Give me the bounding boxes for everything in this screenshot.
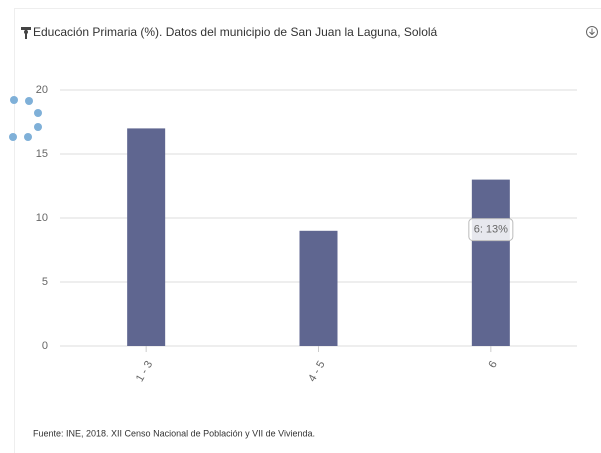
loading-spinner <box>9 96 42 141</box>
y-tick-label: 15 <box>36 148 48 160</box>
bar <box>127 128 166 346</box>
title-icon <box>21 27 31 39</box>
x-tick-label: 1 - 3 <box>134 359 155 384</box>
chart-title: Educación Primaria (%). Datos del munici… <box>33 25 438 39</box>
bar <box>471 179 510 346</box>
frame <box>14 8 601 453</box>
source-note: Fuente: INE, 2018. XII Censo Nacional de… <box>33 428 315 438</box>
y-tick-label: 5 <box>42 276 48 288</box>
bar <box>299 230 338 346</box>
x-tick-label: 6 <box>486 359 499 370</box>
y-tick-label: 0 <box>42 340 48 352</box>
tooltip-box <box>468 218 514 242</box>
tooltip-label: 6: 13% <box>474 224 508 236</box>
x-tick-label: 4 - 5 <box>306 359 327 384</box>
y-tick-label: 20 <box>36 84 48 96</box>
y-tick-label: 10 <box>36 212 48 224</box>
download-button[interactable] <box>586 26 598 38</box>
